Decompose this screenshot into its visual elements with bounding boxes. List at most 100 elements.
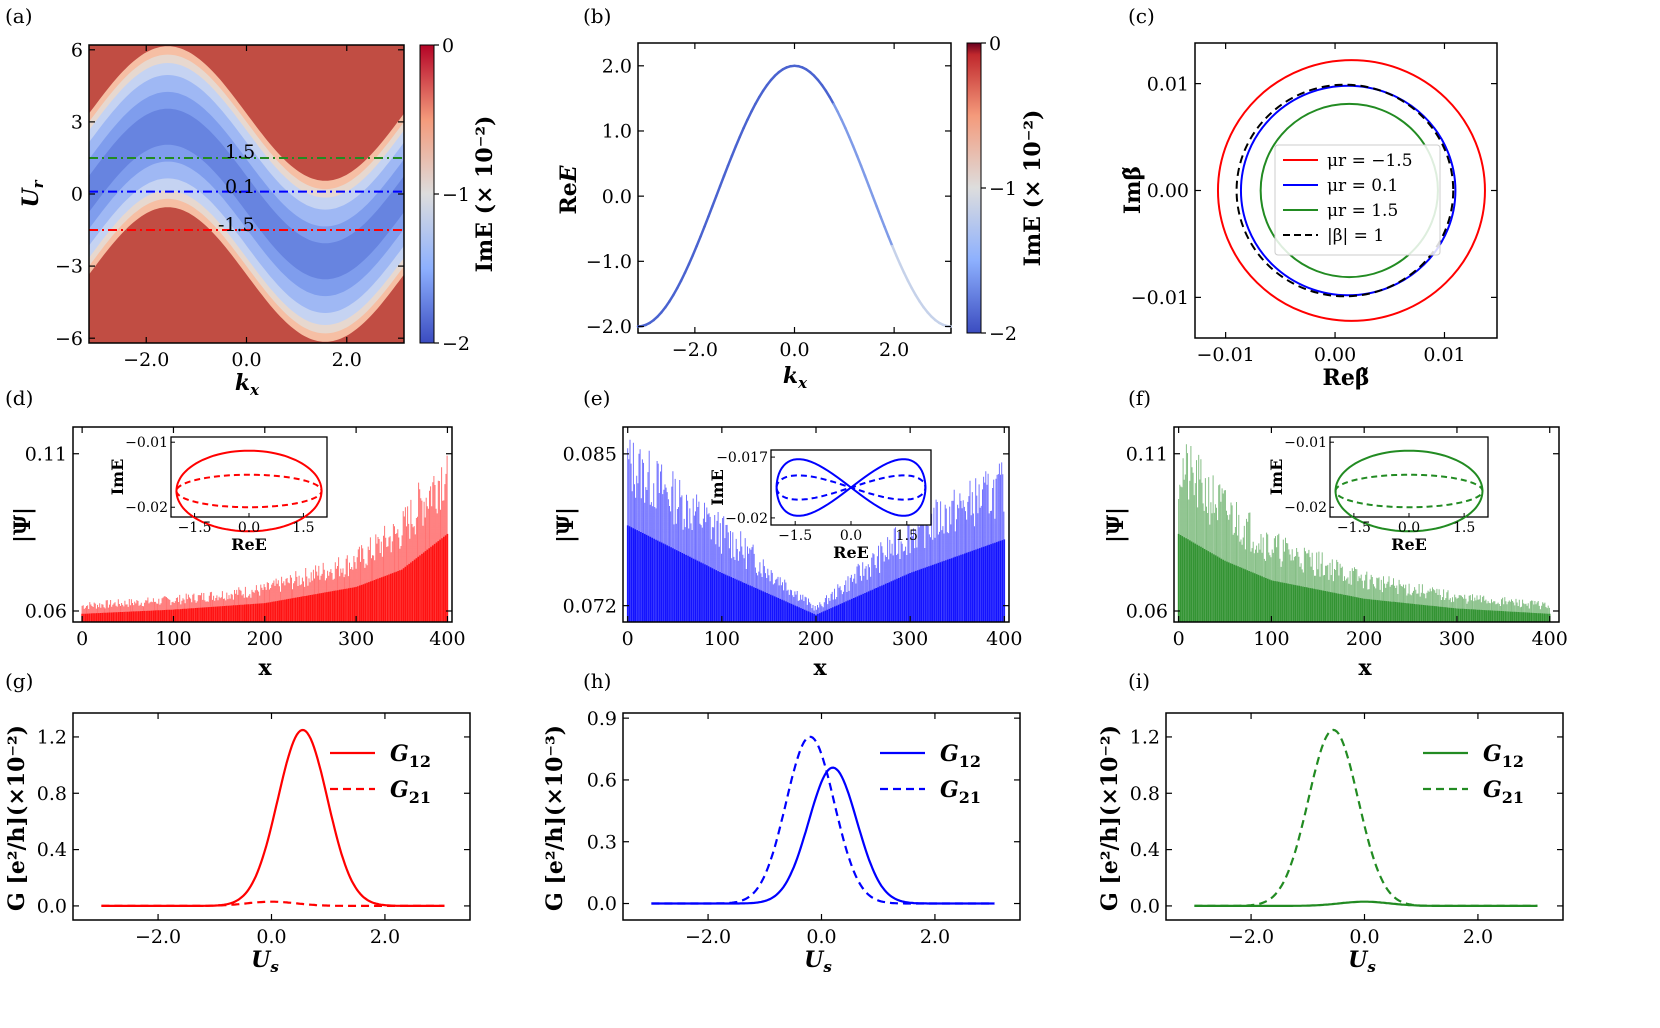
x-tick-label: −2.0 bbox=[685, 926, 731, 948]
x-tick-label: 300 bbox=[1439, 628, 1475, 650]
legend-label: G21 bbox=[940, 777, 981, 807]
band-segment bbox=[722, 164, 730, 178]
y-axis-label: |Ψ| bbox=[10, 507, 36, 543]
panel-label-i: (i) bbox=[1128, 669, 1150, 693]
band-segment bbox=[695, 235, 702, 248]
legend-label-main: G bbox=[390, 741, 409, 767]
inset-y-tick-label: −0.02 bbox=[725, 511, 768, 527]
circle-μr = 0.1 bbox=[1239, 84, 1457, 297]
x-tick-label: 2.0 bbox=[332, 349, 362, 371]
x-tick-label: 0.01 bbox=[1423, 344, 1465, 366]
band-segment bbox=[683, 262, 691, 275]
x-axis-label: Us bbox=[251, 947, 279, 976]
band-segment bbox=[867, 184, 874, 198]
panel-label-f: (f) bbox=[1128, 386, 1151, 410]
legend-label-sub: 21 bbox=[1502, 788, 1524, 807]
line-label-1-5: 1.5 bbox=[225, 141, 255, 163]
axes-frame bbox=[1173, 426, 1560, 623]
band-segment bbox=[883, 225, 890, 238]
y-tick-label: 0.0 bbox=[602, 186, 632, 208]
band-segment bbox=[863, 174, 871, 188]
panel-d: 0 100 200 300 400 0.11 0.06 x |Ψ| −1.5 0.0 1.5 −0… bbox=[10, 426, 466, 681]
band-segment bbox=[699, 225, 706, 238]
psi-fill-dense bbox=[1177, 533, 1551, 622]
axes-frame bbox=[72, 426, 453, 623]
band-segment bbox=[840, 118, 847, 130]
y-tick-label: 1.0 bbox=[602, 121, 632, 143]
band-segment bbox=[703, 215, 710, 228]
legend: μr = −1.5 μr = 0.1 μr = 1.5 |β| = 1 bbox=[1274, 144, 1441, 256]
y-axis-label: |Ψ| bbox=[553, 507, 579, 543]
x-tick-label: 0.0 bbox=[806, 926, 836, 948]
x-tick-label: −2.0 bbox=[135, 926, 181, 948]
band-segment bbox=[851, 145, 859, 158]
y-tick-label: 0.0 bbox=[587, 893, 617, 915]
inset-x-tick-label: 0.0 bbox=[238, 520, 260, 536]
axes-frame bbox=[637, 42, 952, 334]
x-axis-label: x bbox=[1358, 655, 1372, 681]
y-tick-label: 6 bbox=[71, 39, 83, 61]
x-tick-label: 100 bbox=[155, 628, 191, 650]
legend-label-mu-neg: μr = −1.5 bbox=[1327, 151, 1413, 171]
inset-x-label: ReE bbox=[231, 535, 267, 554]
band-segment bbox=[742, 118, 749, 130]
legend-label-beta: |β| = 1 bbox=[1327, 226, 1384, 246]
inset-x-label: ReE bbox=[1391, 535, 1427, 554]
colorbar-tick-label: 0 bbox=[989, 33, 1001, 55]
band-segment bbox=[832, 102, 839, 113]
inset-x-tick-label: 1.5 bbox=[292, 520, 314, 536]
inset-x-tick-label: −1.5 bbox=[1337, 520, 1371, 536]
panel-label-d: (d) bbox=[5, 386, 33, 410]
band-segment bbox=[746, 110, 753, 121]
y-tick-label: 1.2 bbox=[1130, 727, 1160, 749]
inset-x-tick-label: 1.5 bbox=[1453, 520, 1475, 536]
legend-label-sub: 12 bbox=[959, 752, 981, 771]
x-tick-label: 2.0 bbox=[370, 926, 400, 948]
curve-G21 bbox=[1194, 728, 1538, 908]
inset-x-tick-label: 0.0 bbox=[840, 528, 862, 544]
band-segment bbox=[707, 205, 714, 218]
colorbar-tick-label: −1 bbox=[442, 184, 470, 206]
band-segment bbox=[734, 135, 741, 148]
axes-frame bbox=[622, 712, 1021, 921]
band-segment bbox=[675, 279, 683, 290]
legend-label: G12 bbox=[940, 741, 981, 771]
band-segment bbox=[715, 184, 722, 198]
axes-frame bbox=[1165, 712, 1564, 921]
colorbar-label: ImE (× 10⁻²) bbox=[472, 116, 498, 273]
inset-x-tick-label: −1.5 bbox=[778, 528, 812, 544]
panel-i: −2.0 0.0 2.0 1.2 0.8 0.4 0.0 Us G [e²/h](×10⁻²… bbox=[1097, 712, 1564, 976]
band-segment bbox=[718, 174, 726, 188]
x-tick-label: 100 bbox=[1253, 628, 1289, 650]
y-tick-label: 0.8 bbox=[1130, 783, 1160, 805]
band-segment bbox=[687, 254, 695, 266]
x-axis-label: x bbox=[813, 655, 827, 681]
band-segment bbox=[902, 271, 910, 283]
y-tick-label: 0 bbox=[71, 184, 83, 206]
inset-x-tick-label: −1.5 bbox=[178, 520, 212, 536]
legend-label-main: G bbox=[1483, 741, 1502, 767]
colorbar-tick-label: 0 bbox=[442, 35, 454, 57]
band-segment bbox=[738, 126, 745, 139]
curve-G21 bbox=[651, 735, 995, 905]
band-segment bbox=[910, 287, 918, 297]
x-tick-label: 2.0 bbox=[1463, 926, 1493, 948]
y-tick-label: 0.3 bbox=[587, 831, 617, 853]
band-segment bbox=[671, 287, 679, 297]
panel-f: 0 100 200 300 400 0.11 0.06 x |Ψ| −1.5 0.0 1.5 −0… bbox=[1103, 426, 1568, 681]
x-tick-label: 400 bbox=[1532, 628, 1568, 650]
y-tick-label: 0.00 bbox=[1147, 180, 1189, 202]
panel-b: −2.0 0.0 2.0 2.0 1.0 0.0 −1.0 −2.0 kx ReE 0 −1 −2… bbox=[556, 33, 1046, 392]
heatmap-band bbox=[89, 46, 404, 342]
y-tick-label: −2.0 bbox=[586, 316, 632, 338]
x-axis-label: Us bbox=[1348, 947, 1376, 976]
band-segment bbox=[754, 95, 761, 106]
panel-e: 0 100 200 300 400 0.085 0.072 x |Ψ| −1.5 0.0 1.5… bbox=[553, 426, 1022, 681]
inset-y-tick-label: −0.02 bbox=[125, 500, 168, 516]
band-segment bbox=[750, 102, 757, 113]
y-tick-label: −6 bbox=[55, 328, 83, 350]
panel-label-c: (c) bbox=[1128, 4, 1155, 28]
panel-c: −0.01 0.00 0.01 0.01 0.00 −0.01 μr = −1.5 μr … bbox=[1120, 42, 1498, 391]
x-tick-label: −2.0 bbox=[1228, 926, 1274, 948]
